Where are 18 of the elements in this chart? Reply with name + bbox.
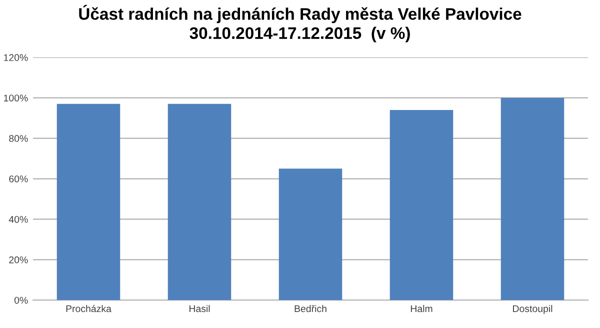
bar xyxy=(390,110,454,300)
y-tick-label: 20% xyxy=(9,256,28,264)
bar xyxy=(168,104,232,300)
y-tick-label: 100% xyxy=(4,94,28,102)
y-tick-label: 40% xyxy=(8,216,28,223)
y-tick-label: 80% xyxy=(9,135,28,142)
x-tick-label: Hasil xyxy=(189,304,210,312)
chart-title: Účast radních na jednáních Rady města Velké Pavlovice 30.10.2014-17.12.2015 (v %) xyxy=(79,4,522,42)
y-tick-label: 0% xyxy=(14,296,28,304)
bar xyxy=(278,168,342,300)
bar xyxy=(500,98,564,300)
x-tick-label: Halm xyxy=(410,304,432,312)
bar xyxy=(56,104,120,300)
x-tick-label: Bedřich xyxy=(294,304,326,312)
y-tick-label: 60% xyxy=(9,175,28,182)
x-tick-label: Procházka xyxy=(66,304,112,312)
y-tick-label: 120% xyxy=(4,54,28,62)
x-tick-label: Dostoupil xyxy=(513,304,552,314)
